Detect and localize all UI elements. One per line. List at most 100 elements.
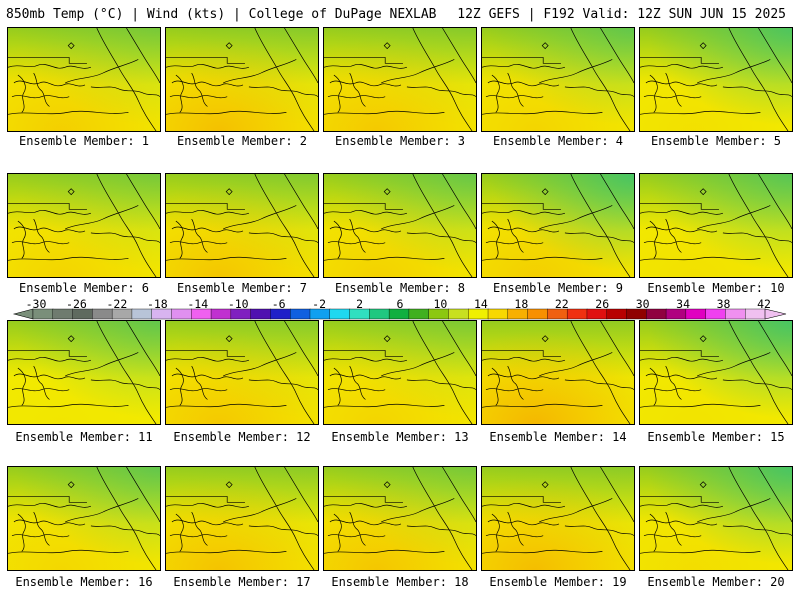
geographic-outline xyxy=(169,241,228,245)
geographic-outline xyxy=(349,511,366,546)
diamond-marker-icon xyxy=(67,42,75,50)
geographic-outline xyxy=(248,86,318,97)
colorbar-swatch xyxy=(388,308,410,320)
geographic-outline xyxy=(8,357,92,362)
geographic-outline xyxy=(284,28,318,84)
geographic-outline xyxy=(640,403,761,408)
geographic-outline xyxy=(349,72,366,107)
ensemble-member-map[interactable] xyxy=(323,27,477,132)
geographic-outline xyxy=(442,321,476,377)
colorbar-tick-label: 14 xyxy=(473,297,488,311)
diamond-marker-icon xyxy=(699,335,707,343)
cool-air-region xyxy=(640,174,792,277)
geographic-outline xyxy=(600,28,634,84)
ensemble-member-map[interactable] xyxy=(639,320,793,425)
temperature-field-map xyxy=(166,174,318,277)
geographic-outline xyxy=(482,503,566,508)
colorbar-swatch xyxy=(527,308,548,320)
geographic-outline xyxy=(169,95,228,99)
map-title: 850mb Temp (°C) | Wind (kts) | College o… xyxy=(6,7,437,22)
geographic-outline xyxy=(640,549,761,554)
temperature-field-map xyxy=(8,174,160,277)
geographic-outline xyxy=(191,72,208,107)
geographic-outline xyxy=(728,174,789,277)
geographic-outline xyxy=(166,496,245,503)
ensemble-member-map[interactable] xyxy=(165,173,319,278)
geographic-outline xyxy=(17,74,26,113)
geographic-outline xyxy=(8,203,87,210)
geographic-outline xyxy=(487,80,560,87)
geographic-outline xyxy=(482,110,603,115)
ensemble-member-map[interactable] xyxy=(639,173,793,278)
colorbar-swatch xyxy=(349,308,370,320)
ensemble-member-map[interactable] xyxy=(165,466,319,571)
ensemble-member-label: Ensemble Member: 4 xyxy=(492,134,624,148)
colorbar-tick-label: -14 xyxy=(187,297,209,311)
diamond-marker-icon xyxy=(225,188,233,196)
ensemble-member-map[interactable] xyxy=(323,320,477,425)
ensemble-member-map[interactable] xyxy=(7,320,161,425)
geographic-outline xyxy=(191,365,208,400)
geographic-outline xyxy=(13,519,86,526)
ensemble-member-label: Ensemble Member: 16 xyxy=(15,575,153,589)
geographic-outline xyxy=(329,373,402,380)
geographic-outline xyxy=(640,256,761,261)
temperature-field-map xyxy=(482,467,634,570)
geographic-outline xyxy=(284,174,318,230)
geographic-outline xyxy=(640,57,719,64)
ensemble-member-map[interactable] xyxy=(481,320,635,425)
cool-air-region xyxy=(482,174,634,277)
ensemble-member-map[interactable] xyxy=(165,27,319,132)
geographic-outline xyxy=(126,321,160,377)
geographic-outline xyxy=(333,513,342,552)
ensemble-member-map[interactable] xyxy=(639,27,793,132)
ensemble-member-map[interactable] xyxy=(639,466,793,571)
ensemble-member-map[interactable] xyxy=(481,466,635,571)
colorbar-swatch xyxy=(92,308,113,320)
ensemble-member-label: Ensemble Member: 7 xyxy=(176,281,308,295)
geographic-outline xyxy=(126,28,160,84)
geographic-outline xyxy=(758,467,792,523)
geographic-outline xyxy=(564,86,634,97)
geographic-outline xyxy=(697,59,771,84)
ensemble-member-label: Ensemble Member: 12 xyxy=(173,430,311,444)
colorbar-tick-label: 38 xyxy=(716,297,731,311)
geographic-outline xyxy=(507,72,524,107)
ensemble-member-label: Ensemble Member: 10 xyxy=(647,281,785,295)
colorbar-swatch xyxy=(289,308,311,320)
ensemble-member-map[interactable] xyxy=(323,466,477,571)
ensemble-member-map[interactable] xyxy=(7,466,161,571)
ensemble-member-map[interactable] xyxy=(7,27,161,132)
geographic-outline xyxy=(491,74,500,113)
geographic-outline xyxy=(640,503,724,508)
cool-air-region xyxy=(8,467,160,570)
ensemble-member-map[interactable] xyxy=(7,173,161,278)
geographic-outline xyxy=(600,467,634,523)
geographic-outline xyxy=(324,403,445,408)
ensemble-member-map[interactable] xyxy=(165,320,319,425)
geographic-outline xyxy=(485,534,544,538)
ensemble-member-map[interactable] xyxy=(481,27,635,132)
temperature-field-map xyxy=(640,28,792,131)
colorbar-swatch xyxy=(566,308,588,320)
geographic-outline xyxy=(349,365,366,400)
colorbar-right-arrow xyxy=(764,308,787,320)
geographic-outline xyxy=(442,28,476,84)
diamond-marker-icon xyxy=(225,335,233,343)
geographic-outline xyxy=(487,519,560,526)
geographic-outline xyxy=(728,321,789,424)
ensemble-member-map[interactable] xyxy=(481,173,635,278)
geographic-outline xyxy=(166,210,250,215)
geographic-outline xyxy=(482,357,566,362)
geographic-outline xyxy=(8,549,129,554)
diamond-marker-icon xyxy=(67,481,75,489)
geographic-outline xyxy=(722,525,792,536)
colorbar-swatch xyxy=(606,308,628,320)
cool-air-region xyxy=(8,28,160,131)
colorbar-tick-label: 34 xyxy=(676,297,691,311)
ensemble-member-map[interactable] xyxy=(323,173,477,278)
geographic-outline xyxy=(665,511,682,546)
geographic-outline xyxy=(333,220,342,259)
geographic-outline xyxy=(166,357,250,362)
geographic-outline xyxy=(248,379,318,390)
